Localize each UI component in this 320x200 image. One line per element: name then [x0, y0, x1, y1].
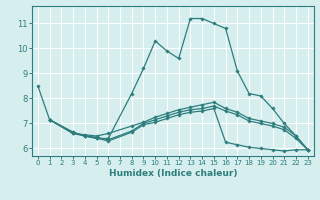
X-axis label: Humidex (Indice chaleur): Humidex (Indice chaleur)	[108, 169, 237, 178]
